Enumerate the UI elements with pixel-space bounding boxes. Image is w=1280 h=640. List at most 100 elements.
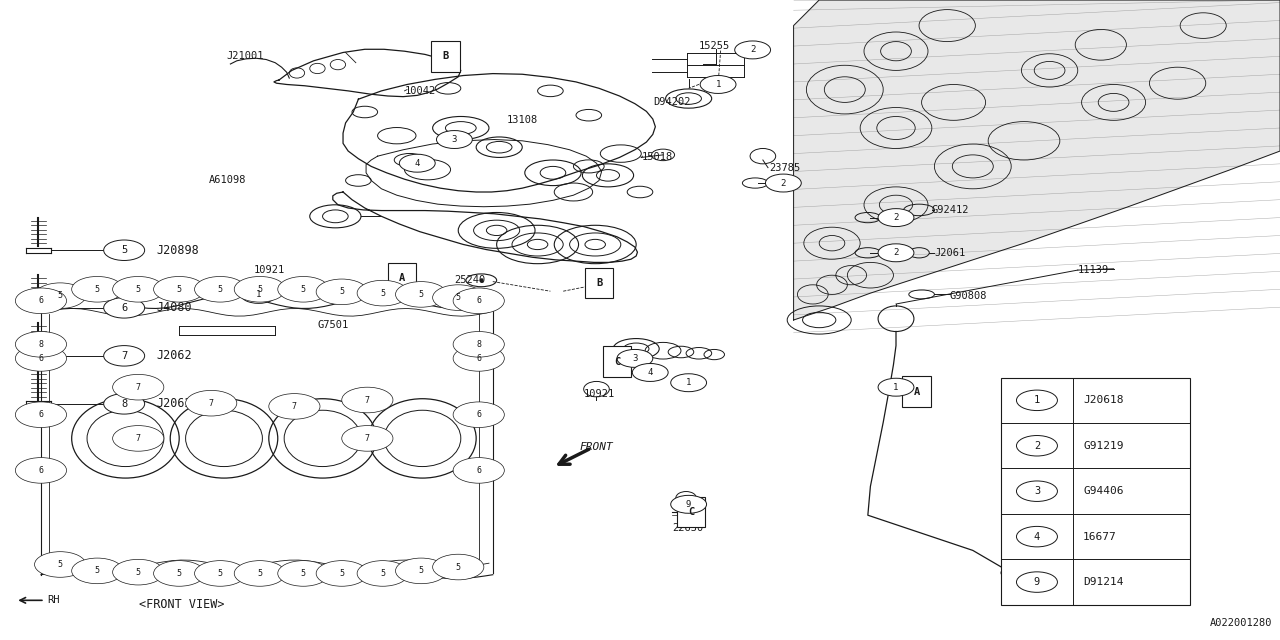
Circle shape [234,561,285,586]
Text: <FRONT VIEW>: <FRONT VIEW> [140,598,224,611]
Circle shape [357,561,408,586]
Bar [902,376,931,407]
Circle shape [241,285,276,303]
Text: J4080: J4080 [156,301,192,314]
Bar [1001,378,1190,605]
Bar [677,497,705,527]
Text: 5: 5 [301,569,306,578]
Circle shape [35,283,86,308]
Circle shape [396,558,447,584]
Text: 5: 5 [58,291,63,300]
Text: 5: 5 [419,566,424,575]
Text: 3: 3 [452,135,457,144]
Text: 7: 7 [136,434,141,443]
Text: 5: 5 [456,293,461,302]
Text: A61098: A61098 [209,175,246,186]
Circle shape [15,458,67,483]
Circle shape [396,282,447,307]
Text: 22630: 22630 [672,523,703,533]
Circle shape [15,288,67,314]
Circle shape [113,426,164,451]
Circle shape [433,554,484,580]
Circle shape [878,378,914,396]
Circle shape [154,276,205,302]
Bar [603,346,631,377]
Text: 6: 6 [476,354,481,363]
Circle shape [436,131,472,148]
Text: C: C [689,507,694,517]
Circle shape [316,561,367,586]
Circle shape [453,346,504,371]
Text: 4: 4 [1034,532,1041,541]
Text: 2: 2 [781,179,786,188]
Text: J21001: J21001 [227,51,264,61]
Circle shape [433,285,484,310]
Text: 4: 4 [415,159,420,168]
Text: A: A [399,273,404,284]
Text: J20898: J20898 [156,244,198,257]
Circle shape [671,495,707,513]
Circle shape [278,561,329,586]
Text: 10921: 10921 [584,388,614,399]
Text: 23785: 23785 [769,163,800,173]
Text: 6: 6 [38,296,44,305]
Circle shape [113,374,164,400]
Text: A022001280: A022001280 [1210,618,1272,628]
Text: 7: 7 [122,351,127,361]
Text: 7: 7 [292,402,297,411]
Text: 5: 5 [301,285,306,294]
Circle shape [399,154,435,172]
Text: 3: 3 [1034,486,1041,496]
Bar [388,263,416,294]
Circle shape [342,426,393,451]
Text: 5: 5 [95,285,100,294]
Circle shape [195,276,246,302]
Text: 1: 1 [256,290,261,299]
Text: 15144: 15144 [1110,577,1140,588]
Polygon shape [794,0,1280,320]
Text: 6: 6 [122,303,127,313]
Text: 5: 5 [339,287,344,296]
Circle shape [1016,572,1057,593]
Text: 5: 5 [58,560,63,569]
Circle shape [154,561,205,586]
Text: G91219: G91219 [1083,441,1124,451]
Text: 10921: 10921 [253,265,284,275]
Circle shape [113,559,164,585]
Circle shape [357,280,408,306]
Text: 5: 5 [257,569,262,578]
Circle shape [35,552,86,577]
Circle shape [186,390,237,416]
Text: G7501: G7501 [317,320,348,330]
Text: 25240: 25240 [454,275,485,285]
Circle shape [113,276,164,302]
Circle shape [15,332,67,357]
Text: 5: 5 [136,285,141,294]
Text: 5: 5 [136,568,141,577]
Text: 6: 6 [476,296,481,305]
Circle shape [617,349,653,367]
Text: 6: 6 [38,410,44,419]
Text: 6: 6 [38,466,44,475]
Text: 2: 2 [750,45,755,54]
Text: 3: 3 [632,354,637,363]
Text: 15090: 15090 [1018,582,1048,593]
Circle shape [1016,435,1057,456]
Circle shape [878,244,914,262]
Circle shape [453,332,504,357]
Text: 13108: 13108 [507,115,538,125]
Text: 5: 5 [339,569,344,578]
Circle shape [195,561,246,586]
Text: 5: 5 [177,569,182,578]
Text: 2: 2 [893,213,899,222]
Text: C: C [614,356,620,367]
Text: A: A [914,387,919,397]
Text: G92412: G92412 [932,205,969,215]
Text: 1: 1 [716,80,721,89]
Text: 8: 8 [122,399,127,409]
Text: 9: 9 [686,500,691,509]
Circle shape [1016,526,1057,547]
Text: 5: 5 [177,285,182,294]
Text: FRONT: FRONT [580,442,613,452]
Circle shape [72,558,123,584]
